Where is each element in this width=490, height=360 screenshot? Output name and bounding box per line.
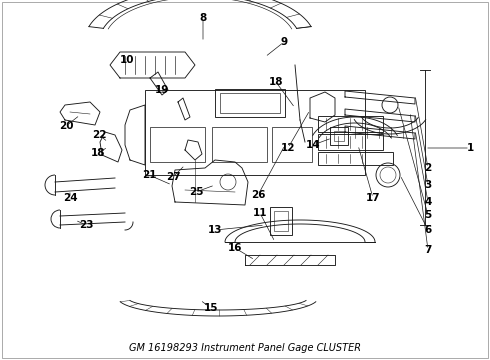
Text: 6: 6 [424, 225, 432, 235]
Text: 25: 25 [189, 187, 203, 197]
Text: 7: 7 [424, 245, 432, 255]
Text: 22: 22 [92, 130, 106, 140]
Text: GM 16198293 Instrument Panel Gage CLUSTER: GM 16198293 Instrument Panel Gage CLUSTE… [129, 343, 361, 353]
Text: 9: 9 [280, 37, 288, 47]
Text: 16: 16 [228, 243, 242, 253]
Bar [220, 93, 280, 113]
Text: 14: 14 [306, 140, 320, 150]
Text: 13: 13 [208, 225, 222, 235]
Bar [145, 90, 365, 175]
Bar [150, 127, 205, 162]
Text: 1: 1 [466, 143, 474, 153]
Bar [318, 152, 393, 165]
Text: 18: 18 [269, 77, 283, 87]
Text: 18: 18 [91, 148, 105, 158]
Bar [318, 134, 383, 150]
Text: 5: 5 [424, 210, 432, 220]
Text: 11: 11 [253, 208, 267, 218]
Text: 3: 3 [424, 180, 432, 190]
Text: 21: 21 [142, 170, 156, 180]
Text: 26: 26 [251, 190, 265, 200]
Text: 27: 27 [166, 172, 180, 182]
Text: 17: 17 [366, 193, 380, 203]
Bar [318, 116, 383, 132]
Text: 20: 20 [59, 121, 73, 131]
Bar [215, 89, 285, 117]
Text: 15: 15 [204, 303, 218, 313]
Text: 12: 12 [281, 143, 295, 153]
Text: 2: 2 [424, 163, 432, 173]
Bar [272, 127, 312, 162]
Text: 23: 23 [79, 220, 93, 230]
Text: 24: 24 [63, 193, 77, 203]
Text: 4: 4 [424, 197, 432, 207]
Text: 8: 8 [199, 13, 207, 23]
Text: 19: 19 [155, 85, 169, 95]
Text: 10: 10 [120, 55, 134, 65]
Bar [330, 127, 348, 145]
Bar [334, 131, 344, 141]
Bar [274, 211, 288, 231]
Bar [212, 127, 267, 162]
Bar [270, 207, 292, 235]
